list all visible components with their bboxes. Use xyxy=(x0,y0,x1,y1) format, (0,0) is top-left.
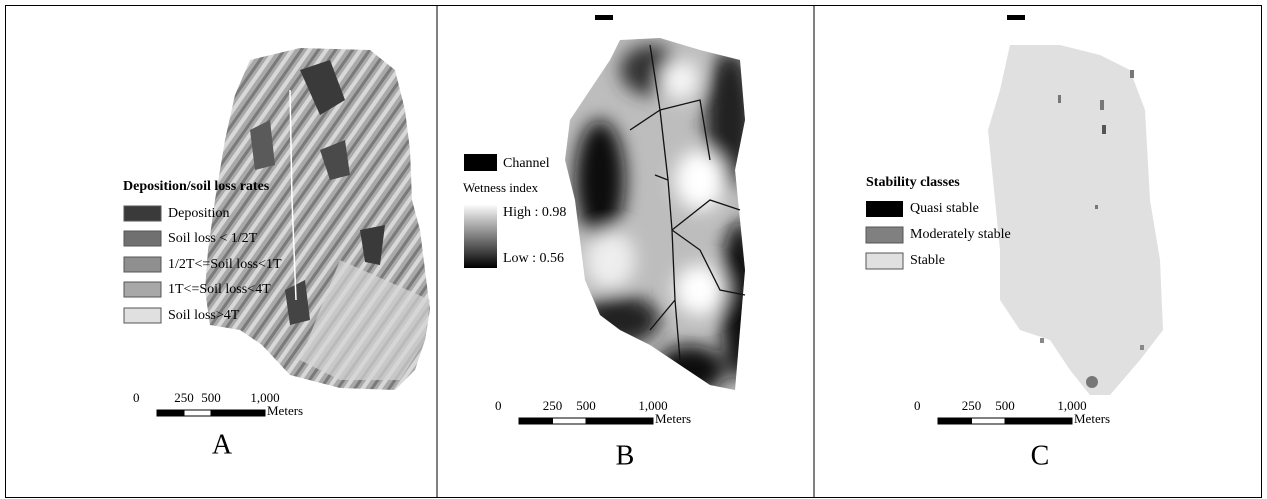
map-b xyxy=(560,30,760,400)
legend-swatch xyxy=(866,201,903,217)
scale-segment xyxy=(184,410,211,416)
legend-label: High : 0.98 xyxy=(503,205,566,220)
scale-unit: Meters xyxy=(655,411,691,426)
top-mark xyxy=(595,15,613,20)
scale-label: 0 xyxy=(495,398,502,413)
scale-unit: Meters xyxy=(1074,411,1110,426)
scale-label: 500 xyxy=(201,390,221,405)
figure: Deposition/soil loss rates Deposition So… xyxy=(0,0,1267,499)
legend-b: Channel Wetness index High : 0.98 Low : … xyxy=(463,154,566,268)
legend-swatch xyxy=(866,227,903,243)
legend-label: Soil loss < 1/2T xyxy=(168,231,258,246)
legend-title: Stability classes xyxy=(866,175,960,190)
scale-unit: Meters xyxy=(267,403,303,418)
scale-segment xyxy=(171,410,185,416)
legend-label: 1T<=Soil loss<4T xyxy=(168,282,271,297)
legend-swatch xyxy=(124,308,161,323)
scale-segment xyxy=(536,418,553,424)
scale-label: 0 xyxy=(914,398,921,413)
panel-label: A xyxy=(212,429,233,460)
scale-segment xyxy=(586,418,653,424)
scale-segment xyxy=(938,418,955,424)
legend-swatch xyxy=(124,231,161,246)
legend-label: Moderately stable xyxy=(910,227,1011,242)
legend-label: Channel xyxy=(503,156,550,171)
legend-swatch xyxy=(124,257,161,272)
legend-label: 1/2T<=Soil loss<1T xyxy=(168,257,282,272)
legend-label: Quasi stable xyxy=(910,201,979,216)
scale-label: 0 xyxy=(133,390,140,405)
scale-label: 250 xyxy=(174,390,194,405)
top-mark xyxy=(1007,15,1025,20)
legend-swatch xyxy=(124,206,161,221)
panel-label: B xyxy=(616,440,635,471)
scale-segment xyxy=(955,418,972,424)
panel-label: C xyxy=(1031,440,1050,471)
scale-segment xyxy=(553,418,587,424)
map-a xyxy=(205,48,430,390)
legend-c: Quasi stable Moderately stable Stable xyxy=(866,201,1011,269)
scale-label: 500 xyxy=(576,398,596,413)
map-c xyxy=(988,45,1163,395)
scale-label: 500 xyxy=(995,398,1015,413)
scale-segment xyxy=(211,410,265,416)
legend-swatch xyxy=(124,282,161,297)
legend-label: Low : 0.56 xyxy=(503,251,564,266)
legend-title: Deposition/soil loss rates xyxy=(123,179,270,194)
legend-label: Deposition xyxy=(168,206,229,221)
legend-label: Stable xyxy=(910,253,945,268)
scale-label: 250 xyxy=(543,398,563,413)
scale-segment xyxy=(519,418,536,424)
scale-label: 250 xyxy=(962,398,982,413)
scale-segment xyxy=(157,410,171,416)
legend-label: Soil loss>4T xyxy=(168,308,240,323)
scale-segment xyxy=(972,418,1006,424)
legend-gradient xyxy=(464,204,497,268)
legend-title: Wetness index xyxy=(463,180,539,195)
legend-swatch xyxy=(866,253,903,269)
scale-segment xyxy=(1005,418,1072,424)
legend-swatch xyxy=(464,154,497,171)
